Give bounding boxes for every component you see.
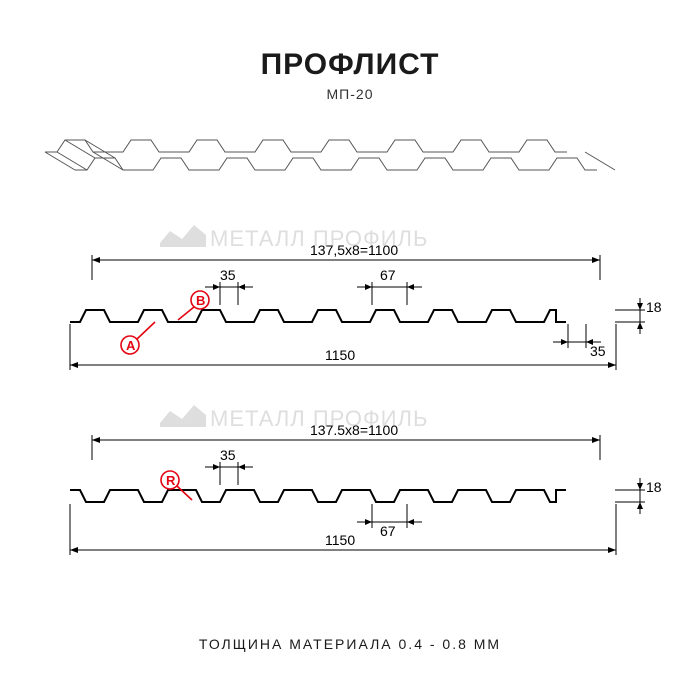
dim-18-2: 18 <box>646 479 662 495</box>
dim-35-top-2: 35 <box>220 447 236 463</box>
callout-r: R <box>166 473 176 488</box>
dim-useful-2: 137.5x8=1100 <box>310 422 398 438</box>
section-diagram-2: 137.5x8=1100 35 R 67 18 1150 <box>0 0 700 700</box>
dim-67-2: 67 <box>380 523 396 539</box>
dim-total-2: 1150 <box>325 532 355 548</box>
